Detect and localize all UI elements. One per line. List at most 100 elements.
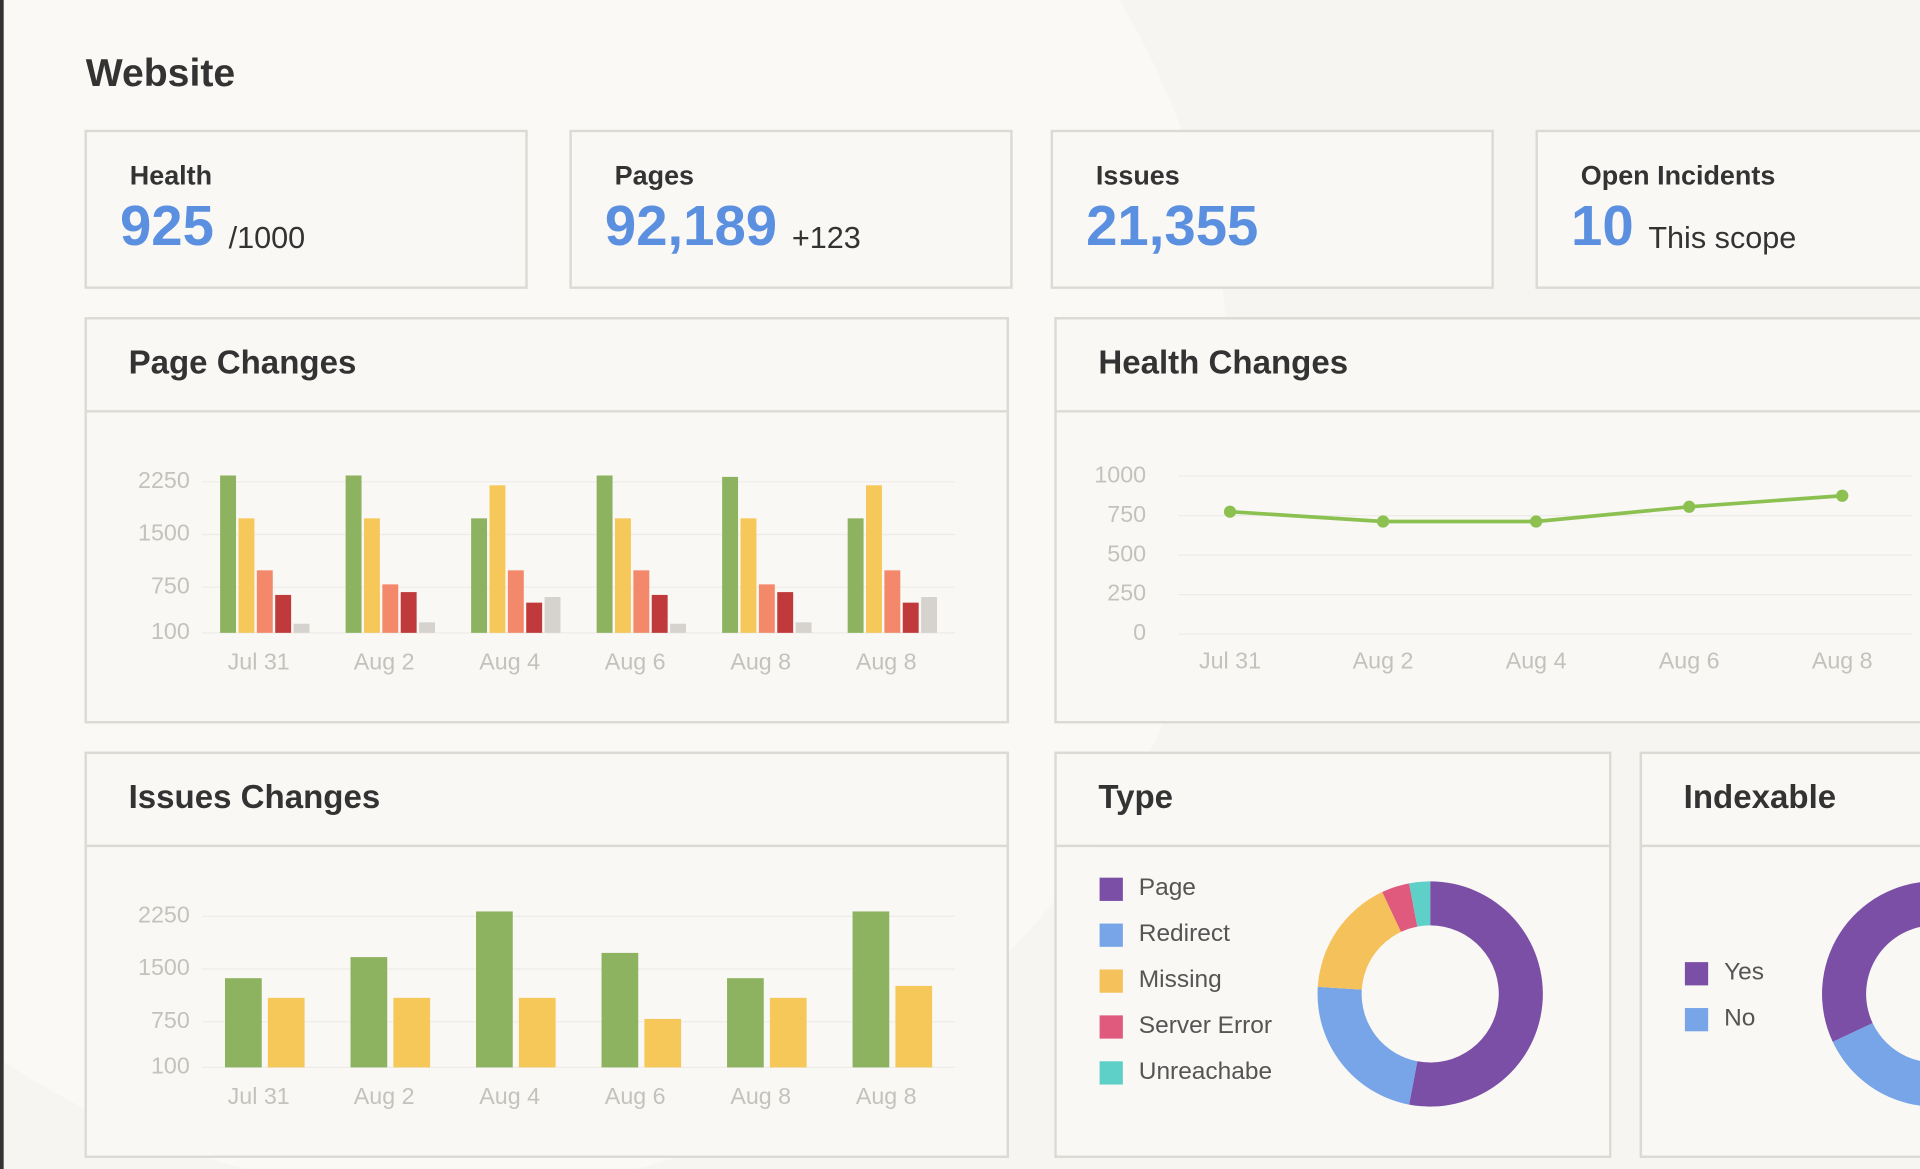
- pie-slice: [1317, 892, 1402, 990]
- x-tick-label: Aug 4: [479, 1083, 540, 1109]
- bar: [293, 623, 310, 633]
- bar: [400, 592, 417, 633]
- panel-title: Indexable: [1684, 779, 1836, 816]
- kpi-card: [84, 129, 528, 289]
- panel-title: Type: [1098, 779, 1173, 816]
- bar: [382, 584, 399, 633]
- point: [1836, 489, 1849, 502]
- legend-swatch: [1684, 1008, 1709, 1032]
- pie-slice: [1409, 881, 1543, 1107]
- legend-label: Page: [1139, 874, 1196, 901]
- legend-label: Missing: [1139, 966, 1222, 993]
- x-tick-label: Aug 2: [354, 649, 415, 675]
- pie-slice: [1409, 881, 1431, 927]
- bar: [615, 518, 631, 633]
- x-tick-label: Aug 6: [1659, 647, 1720, 673]
- kpi-note: This scope: [1648, 221, 1796, 255]
- panel-title: Health Changes: [1098, 345, 1348, 382]
- legend-label: Unreachabe: [1139, 1058, 1272, 1085]
- legend-label: No: [1724, 1005, 1755, 1032]
- bar: [601, 952, 639, 1068]
- y-tick-label: 750: [1107, 501, 1146, 527]
- kpi-card: [1050, 129, 1494, 289]
- point: [1223, 505, 1237, 518]
- bar: [393, 997, 431, 1068]
- bar: [275, 594, 292, 633]
- point: [1683, 500, 1696, 513]
- bar: [476, 911, 513, 1068]
- bar: [921, 597, 938, 633]
- pie-slice: [1317, 986, 1418, 1105]
- bar: [596, 475, 613, 633]
- pie-slice: [1382, 883, 1418, 932]
- bar: [363, 518, 380, 633]
- bar: [758, 584, 775, 633]
- kpi-label: Issues: [1096, 161, 1180, 191]
- bar: [507, 570, 524, 633]
- bar: [895, 985, 933, 1068]
- x-tick-label: Aug 8: [730, 649, 791, 675]
- bar: [722, 476, 739, 633]
- bar: [238, 518, 255, 633]
- x-tick-label: Aug 6: [605, 1083, 666, 1109]
- panel-title: Issues Changes: [129, 779, 381, 816]
- bar: [651, 594, 668, 633]
- y-tick-label: 2250: [138, 467, 190, 493]
- y-tick-label: 0: [1133, 619, 1146, 645]
- bar: [769, 997, 807, 1068]
- x-tick-label: Jul 31: [1199, 647, 1261, 673]
- kpi-value: 21,355: [1086, 194, 1258, 257]
- x-tick-label: Aug 8: [730, 1083, 791, 1109]
- bar: [852, 911, 890, 1068]
- y-tick-label: 250: [1107, 580, 1146, 606]
- point: [1530, 515, 1543, 528]
- bar: [350, 957, 388, 1068]
- x-tick-label: Aug 2: [354, 1083, 415, 1109]
- x-tick-label: Aug 6: [605, 649, 666, 675]
- x-tick-label: Aug 4: [479, 649, 540, 675]
- kpi-note: +123: [792, 221, 861, 255]
- bar: [847, 518, 864, 633]
- bar: [471, 518, 488, 633]
- pie-slice: [1832, 1023, 1920, 1106]
- x-tick-label: Jul 31: [228, 1083, 290, 1109]
- bar: [644, 1018, 682, 1068]
- y-tick-label: 750: [151, 572, 190, 598]
- legend-label: Server Error: [1139, 1012, 1272, 1039]
- page-title: Website: [86, 52, 235, 95]
- bar: [345, 475, 362, 633]
- legend-swatch: [1099, 1061, 1123, 1085]
- bar: [225, 978, 262, 1068]
- x-tick-label: Aug 2: [1353, 647, 1414, 673]
- kpi-value: 92,189: [605, 194, 777, 257]
- panel-title: Page Changes: [129, 345, 357, 382]
- x-tick-label: Aug 8: [856, 1083, 917, 1109]
- bar: [256, 570, 273, 633]
- kpi-value: 10: [1571, 194, 1634, 257]
- bar: [670, 623, 687, 633]
- kpi-note: /1000: [229, 221, 306, 255]
- bar: [777, 592, 794, 633]
- x-tick-label: Jul 31: [228, 649, 290, 675]
- legend-label: Yes: [1724, 959, 1764, 986]
- legend-swatch: [1099, 1015, 1123, 1039]
- kpi-card: [569, 129, 1013, 289]
- legend-swatch: [1099, 877, 1123, 901]
- pie-slice: [1822, 882, 1920, 1042]
- x-tick-label: Aug 8: [1812, 647, 1873, 673]
- y-tick-label: 500: [1107, 540, 1146, 566]
- y-tick-label: 1500: [138, 954, 190, 980]
- y-tick-label: 750: [151, 1007, 190, 1033]
- legend-swatch: [1099, 969, 1123, 993]
- bar: [727, 978, 764, 1068]
- y-tick-label: 1000: [1094, 461, 1146, 487]
- bar: [544, 597, 561, 633]
- kpi-value: 925: [120, 194, 214, 257]
- y-tick-label: 100: [151, 1053, 190, 1079]
- legend-label: Redirect: [1139, 920, 1230, 947]
- bar: [902, 602, 919, 633]
- window-edge: [0, 0, 4, 1169]
- bar: [740, 518, 757, 633]
